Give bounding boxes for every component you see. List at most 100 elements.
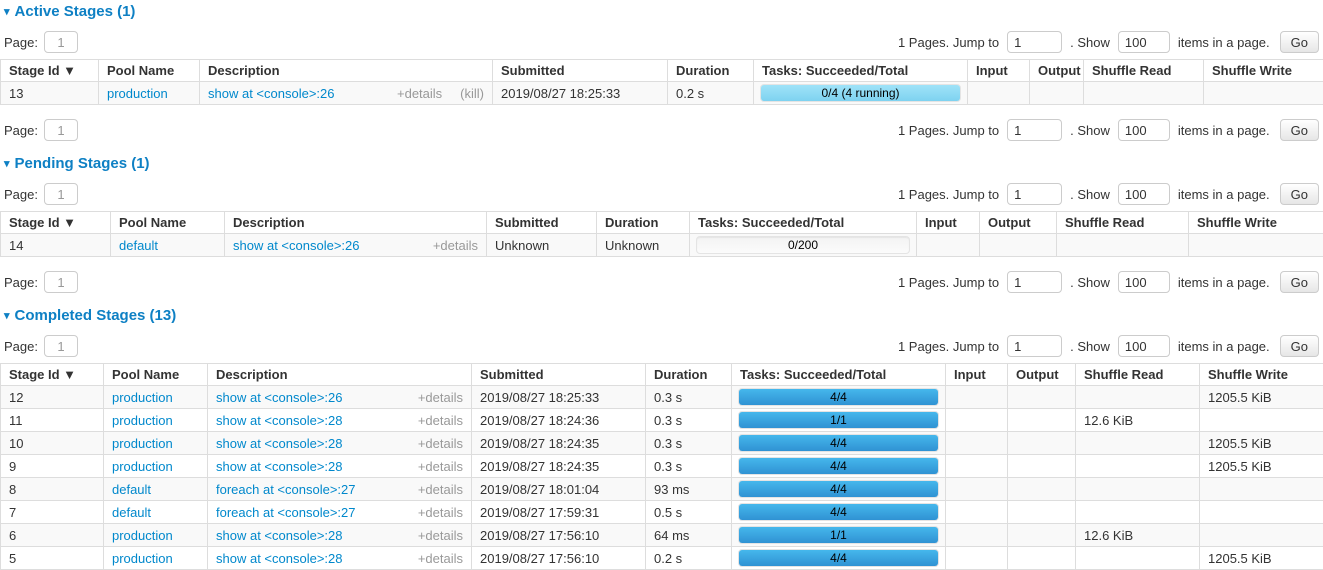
show-label: . Show — [1070, 35, 1110, 50]
column-header[interactable]: Shuffle Read — [1084, 60, 1204, 82]
pool-name-link[interactable]: default — [119, 238, 158, 253]
column-header[interactable]: Input — [917, 212, 980, 234]
pagination-row: Page: 1 Pages. Jump to . Show items in a… — [4, 182, 1319, 206]
page-number-input[interactable] — [44, 183, 78, 205]
items-per-page-input[interactable] — [1118, 31, 1170, 53]
description-link[interactable]: show at <console>:28 — [216, 551, 418, 566]
go-button[interactable]: Go — [1280, 119, 1319, 141]
pool-name-link[interactable]: production — [112, 390, 173, 405]
description-link[interactable]: show at <console>:28 — [216, 459, 418, 474]
column-header[interactable]: Output — [980, 212, 1057, 234]
column-header[interactable]: Submitted — [487, 212, 597, 234]
submitted-cell: Unknown — [487, 234, 597, 257]
details-toggle[interactable]: +details — [433, 238, 478, 253]
details-toggle[interactable]: +details — [418, 459, 463, 474]
go-button[interactable]: Go — [1280, 183, 1319, 205]
column-header[interactable]: Tasks: Succeeded/Total — [690, 212, 917, 234]
pending-stages-header[interactable]: ▾Pending Stages (1) — [4, 155, 1323, 174]
column-header[interactable]: Output — [1030, 60, 1084, 82]
pool-name-link[interactable]: production — [112, 459, 173, 474]
column-header[interactable]: Stage Id ▼ — [1, 60, 99, 82]
tasks-cell: 1/1 — [732, 524, 946, 547]
kill-link[interactable]: (kill) — [460, 86, 484, 101]
go-button[interactable]: Go — [1280, 335, 1319, 357]
column-header[interactable]: Duration — [668, 60, 754, 82]
details-toggle[interactable]: +details — [418, 482, 463, 497]
pool-name-link[interactable]: production — [112, 413, 173, 428]
tasks-cell: 0/4 (4 running) — [754, 82, 968, 105]
column-header[interactable]: Pool Name — [111, 212, 225, 234]
column-header[interactable]: Submitted — [493, 60, 668, 82]
column-header[interactable]: Submitted — [472, 364, 646, 386]
pool-name-link[interactable]: production — [112, 436, 173, 451]
description-link[interactable]: show at <console>:26 — [208, 86, 397, 101]
description-link[interactable]: show at <console>:26 — [233, 238, 433, 253]
description-cell: show at <console>:28+details — [208, 455, 472, 478]
details-toggle[interactable]: +details — [418, 436, 463, 451]
column-header[interactable]: Stage Id ▼ — [1, 364, 104, 386]
items-per-page-input[interactable] — [1118, 271, 1170, 293]
column-header[interactable]: Tasks: Succeeded/Total — [732, 364, 946, 386]
details-toggle[interactable]: +details — [397, 86, 442, 101]
completed-stages-header[interactable]: ▾Completed Stages (13) — [4, 307, 1323, 326]
details-toggle[interactable]: +details — [418, 528, 463, 543]
jump-to-page-input[interactable] — [1007, 119, 1062, 141]
go-button[interactable]: Go — [1280, 31, 1319, 53]
column-header[interactable]: Shuffle Read — [1076, 364, 1200, 386]
column-header[interactable]: Input — [968, 60, 1030, 82]
jump-to-page-input[interactable] — [1007, 31, 1062, 53]
description-link[interactable]: show at <console>:28 — [216, 528, 418, 543]
items-per-page-input[interactable] — [1118, 335, 1170, 357]
pool-name-link[interactable]: default — [112, 482, 151, 497]
column-header[interactable]: Pool Name — [104, 364, 208, 386]
column-header[interactable]: Shuffle Write — [1200, 364, 1323, 386]
page-number-input[interactable] — [44, 31, 78, 53]
description-cell: show at <console>:28+details — [208, 524, 472, 547]
details-toggle[interactable]: +details — [418, 390, 463, 405]
description-link[interactable]: foreach at <console>:27 — [216, 505, 418, 520]
details-toggle[interactable]: +details — [418, 413, 463, 428]
details-toggle[interactable]: +details — [418, 505, 463, 520]
column-header[interactable]: Duration — [597, 212, 690, 234]
jump-to-page-input[interactable] — [1007, 271, 1062, 293]
pool-name-link[interactable]: production — [112, 551, 173, 566]
column-header[interactable]: Stage Id ▼ — [1, 212, 111, 234]
column-header[interactable]: Shuffle Write — [1189, 212, 1323, 234]
details-toggle[interactable]: +details — [418, 551, 463, 566]
description-link[interactable]: show at <console>:28 — [216, 436, 418, 451]
column-header[interactable]: Description — [200, 60, 493, 82]
column-header[interactable]: Description — [225, 212, 487, 234]
column-header[interactable]: Input — [946, 364, 1008, 386]
description-link[interactable]: show at <console>:28 — [216, 413, 418, 428]
pool-name-link[interactable]: production — [107, 86, 168, 101]
pool-name-link[interactable]: default — [112, 505, 151, 520]
column-header[interactable]: Shuffle Read — [1057, 212, 1189, 234]
output-cell — [1008, 501, 1076, 524]
description-link[interactable]: foreach at <console>:27 — [216, 482, 418, 497]
column-header[interactable]: Shuffle Write — [1204, 60, 1323, 82]
pool-name-link[interactable]: production — [112, 528, 173, 543]
shuffle-read-cell — [1076, 478, 1200, 501]
jump-to-page-input[interactable] — [1007, 183, 1062, 205]
column-header[interactable]: Duration — [646, 364, 732, 386]
page-number-input[interactable] — [44, 335, 78, 357]
description-cell: foreach at <console>:27+details — [208, 478, 472, 501]
pages-count-text: 1 Pages. Jump to — [898, 187, 999, 202]
column-header[interactable]: Pool Name — [99, 60, 200, 82]
page-number-input[interactable] — [44, 271, 78, 293]
collapse-arrow-icon: ▾ — [4, 6, 10, 18]
go-button[interactable]: Go — [1280, 271, 1319, 293]
description-link[interactable]: show at <console>:26 — [216, 390, 418, 405]
column-header[interactable]: Description — [208, 364, 472, 386]
items-per-page-input[interactable] — [1118, 119, 1170, 141]
column-header[interactable]: Tasks: Succeeded/Total — [754, 60, 968, 82]
page-number-input[interactable] — [44, 119, 78, 141]
output-cell — [980, 234, 1057, 257]
active-stages-header[interactable]: ▾Active Stages (1) — [4, 3, 1323, 22]
jump-to-page-input[interactable] — [1007, 335, 1062, 357]
column-header[interactable]: Output — [1008, 364, 1076, 386]
items-per-page-input[interactable] — [1118, 183, 1170, 205]
duration-cell: 0.5 s — [646, 501, 732, 524]
